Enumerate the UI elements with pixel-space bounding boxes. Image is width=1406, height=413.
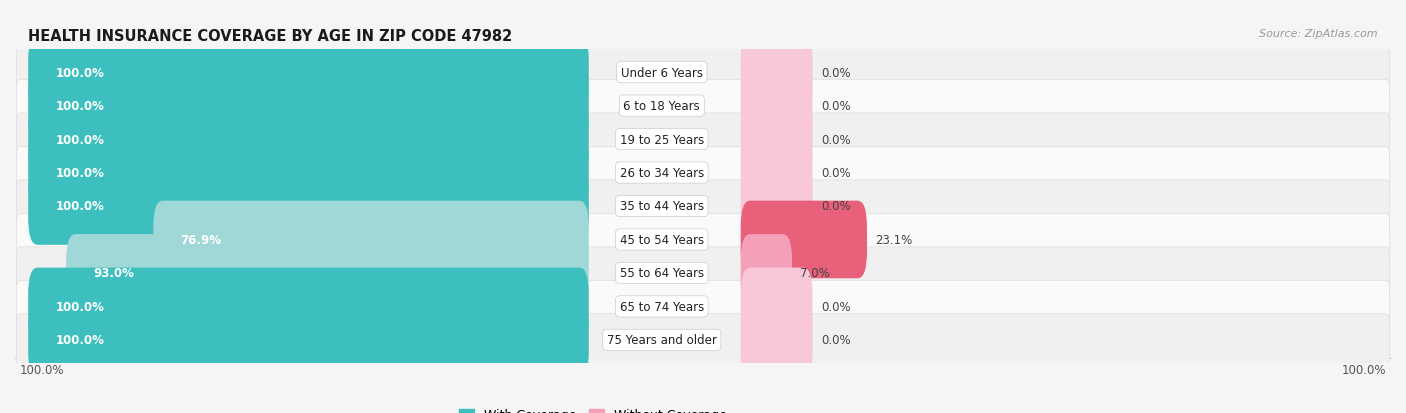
- Text: 23.1%: 23.1%: [875, 233, 912, 247]
- FancyBboxPatch shape: [17, 147, 1389, 199]
- FancyBboxPatch shape: [17, 214, 1389, 266]
- Text: 0.0%: 0.0%: [821, 334, 851, 347]
- Text: 0.0%: 0.0%: [821, 133, 851, 146]
- Text: 100.0%: 100.0%: [55, 166, 104, 180]
- Text: 100.0%: 100.0%: [55, 200, 104, 213]
- Text: 65 to 74 Years: 65 to 74 Years: [620, 300, 704, 313]
- Text: 75 Years and older: 75 Years and older: [607, 334, 717, 347]
- Text: 93.0%: 93.0%: [93, 267, 134, 280]
- FancyBboxPatch shape: [28, 168, 589, 245]
- Text: 100.0%: 100.0%: [55, 300, 104, 313]
- Text: Under 6 Years: Under 6 Years: [621, 66, 703, 79]
- FancyBboxPatch shape: [17, 180, 1389, 233]
- Text: 26 to 34 Years: 26 to 34 Years: [620, 166, 704, 180]
- Text: 76.9%: 76.9%: [180, 233, 221, 247]
- FancyBboxPatch shape: [17, 247, 1389, 299]
- FancyBboxPatch shape: [17, 314, 1389, 366]
- FancyBboxPatch shape: [741, 201, 868, 279]
- FancyBboxPatch shape: [741, 235, 792, 312]
- Text: 0.0%: 0.0%: [821, 300, 851, 313]
- FancyBboxPatch shape: [28, 101, 589, 178]
- Text: HEALTH INSURANCE COVERAGE BY AGE IN ZIP CODE 47982: HEALTH INSURANCE COVERAGE BY AGE IN ZIP …: [28, 29, 512, 44]
- FancyBboxPatch shape: [741, 101, 813, 178]
- Text: 0.0%: 0.0%: [821, 200, 851, 213]
- Text: 100.0%: 100.0%: [20, 363, 65, 376]
- FancyBboxPatch shape: [741, 268, 813, 345]
- Text: 35 to 44 Years: 35 to 44 Years: [620, 200, 704, 213]
- Text: 55 to 64 Years: 55 to 64 Years: [620, 267, 704, 280]
- FancyBboxPatch shape: [28, 68, 589, 145]
- FancyBboxPatch shape: [17, 80, 1389, 133]
- Text: 45 to 54 Years: 45 to 54 Years: [620, 233, 704, 247]
- FancyBboxPatch shape: [66, 235, 589, 312]
- FancyBboxPatch shape: [28, 301, 589, 379]
- FancyBboxPatch shape: [153, 201, 589, 279]
- Text: 100.0%: 100.0%: [1341, 363, 1386, 376]
- FancyBboxPatch shape: [741, 68, 813, 145]
- FancyBboxPatch shape: [17, 114, 1389, 166]
- Text: 100.0%: 100.0%: [55, 100, 104, 113]
- Text: 100.0%: 100.0%: [55, 334, 104, 347]
- FancyBboxPatch shape: [17, 47, 1389, 99]
- FancyBboxPatch shape: [28, 34, 589, 112]
- Text: 19 to 25 Years: 19 to 25 Years: [620, 133, 704, 146]
- Text: 100.0%: 100.0%: [55, 133, 104, 146]
- FancyBboxPatch shape: [17, 280, 1389, 333]
- FancyBboxPatch shape: [741, 34, 813, 112]
- Text: 100.0%: 100.0%: [55, 66, 104, 79]
- Text: 7.0%: 7.0%: [800, 267, 830, 280]
- FancyBboxPatch shape: [741, 134, 813, 212]
- FancyBboxPatch shape: [28, 134, 589, 212]
- Text: 0.0%: 0.0%: [821, 166, 851, 180]
- Text: 0.0%: 0.0%: [821, 100, 851, 113]
- Text: Source: ZipAtlas.com: Source: ZipAtlas.com: [1260, 29, 1378, 39]
- Text: 0.0%: 0.0%: [821, 66, 851, 79]
- Legend: With Coverage, Without Coverage: With Coverage, Without Coverage: [454, 404, 731, 413]
- FancyBboxPatch shape: [741, 301, 813, 379]
- FancyBboxPatch shape: [28, 268, 589, 345]
- Text: 6 to 18 Years: 6 to 18 Years: [623, 100, 700, 113]
- FancyBboxPatch shape: [741, 168, 813, 245]
